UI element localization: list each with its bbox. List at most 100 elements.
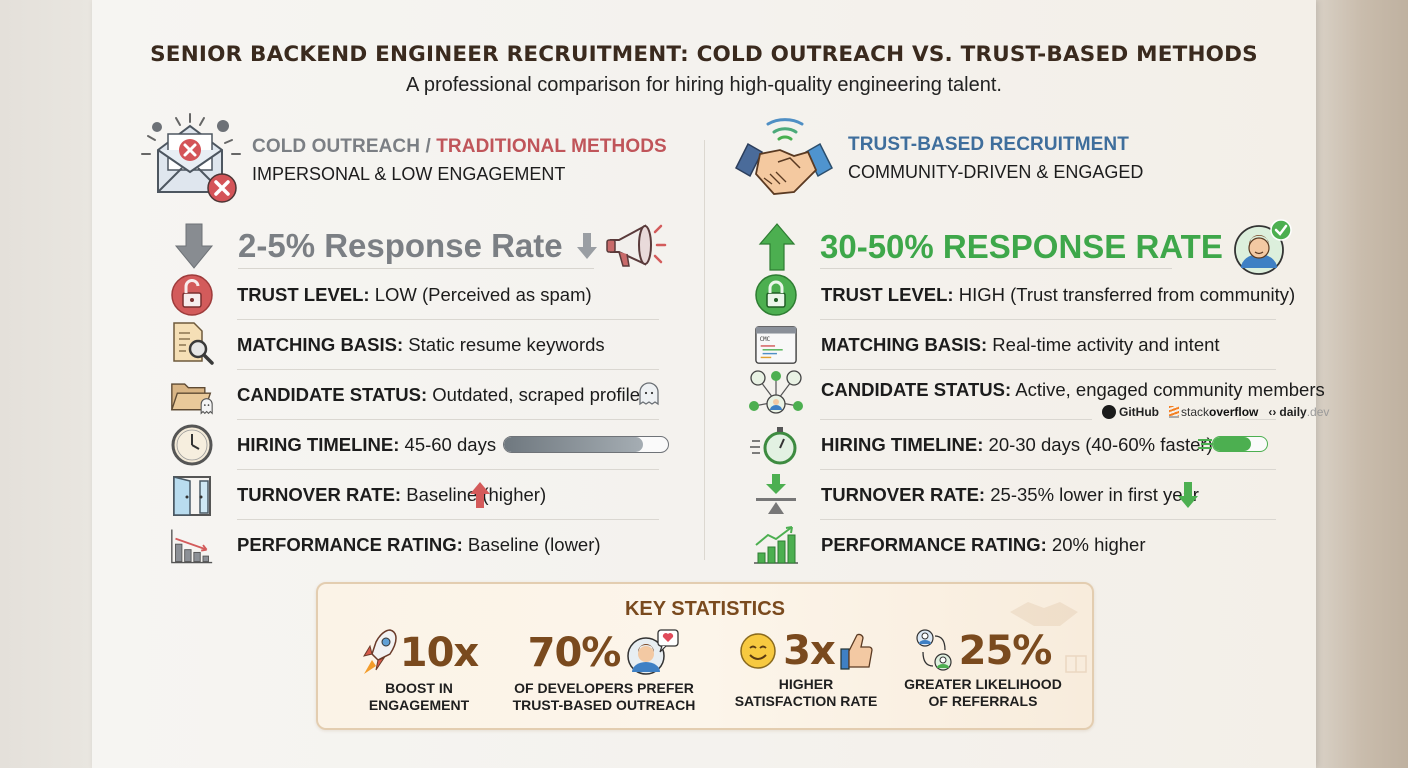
community-network-icon (748, 368, 804, 420)
page-subtitle: A professional comparison for hiring hig… (406, 74, 1002, 96)
key-statistics-title: KEY STATISTICS (624, 598, 786, 620)
up-arrow-red-icon (468, 480, 492, 515)
cold-row-hiring-timeline: HIRING TIMELINE: 45-60 days (170, 420, 670, 470)
dailydev-label: daily (1279, 405, 1307, 419)
trust-response-rate: 30-50% RESPONSE RATE (758, 218, 1293, 276)
cold-row-performance-rating: PERFORMANCE RATING: Baseline (lower) (170, 520, 670, 570)
cold-performance-rating-text: PERFORMANCE RATING: Baseline (lower) (237, 534, 601, 555)
github-logo-icon (1102, 405, 1116, 419)
balance-down-arrow-icon (754, 472, 798, 516)
stat-referrals-caption: GREATER LIKELIHOOD OF REFERRALS (904, 676, 1062, 709)
page-title: SENIOR BACKEND ENGINEER RECRUITMENT: COL… (150, 42, 1258, 67)
cold-response-rate: 2-5% Response Rate (174, 218, 669, 274)
stat-satisfaction: 3x HIGHER SATISFACTION RATE (726, 628, 886, 710)
clock-icon (170, 423, 214, 467)
stat-developer-preference-value: 70% (527, 630, 622, 676)
rising-bar-chart-icon (754, 523, 798, 567)
cold-outreach-subtitle: IMPERSONAL & LOW ENGAGEMENT (252, 163, 566, 184)
infographic-poster: SENIOR BACKEND ENGINEER RECRUITMENT: COL… (92, 0, 1329, 768)
trust-matching-basis-text: MATCHING BASIS: Real-time activity and i… (821, 334, 1220, 355)
wall-background-right (1316, 0, 1408, 768)
trust-turnover-rate-text: TURNOVER RATE: 25-35% lower in first yea… (821, 484, 1199, 505)
cold-row-trust-level: TRUST LEVEL: LOW (Perceived as spam) (170, 270, 670, 320)
trust-response-rate-label: 30-50% RESPONSE RATE (820, 228, 1223, 265)
stat-developer-preference-caption: OF DEVELOPERS PREFER TRUST-BASED OUTREACH (512, 680, 696, 713)
cold-row-turnover-rate: TURNOVER RATE: Baseline (higher) (170, 470, 670, 520)
key-statistics-panel: KEY STATISTICS 10x BOOST IN ENGAGEMENT 70… (316, 582, 1094, 730)
github-label: GitHub (1119, 405, 1159, 419)
cold-candidate-status-text: CANDIDATE STATUS: Outdated, scraped prof… (237, 384, 650, 405)
row-separator (237, 519, 659, 520)
stat-engagement-caption: BOOST IN ENGAGEMENT (368, 680, 470, 713)
timeline-progress-bar (1212, 436, 1268, 452)
thumbs-up-icon (839, 631, 873, 671)
column-divider (704, 140, 705, 560)
row-separator (820, 419, 1092, 420)
stat-engagement-value: 10x (399, 630, 479, 676)
stat-referrals-value: 25% (958, 628, 1053, 674)
stat-satisfaction-caption: HIGHER SATISFACTION RATE (734, 676, 878, 709)
cold-hiring-timeline-text: HIRING TIMELINE: 45-60 days (237, 434, 497, 455)
happy-candidate-avatar-icon (1233, 218, 1293, 276)
cold-row-candidate-status: CANDIDATE STATUS: Outdated, scraped prof… (170, 370, 680, 420)
down-arrow-green-icon (1176, 480, 1200, 515)
trust-row-performance-rating: PERFORMANCE RATING: 20% higher (754, 520, 1314, 570)
wall-background-left (0, 0, 92, 768)
smiley-icon (739, 632, 777, 670)
row-separator (237, 319, 659, 320)
down-arrow-icon (174, 222, 214, 270)
row-separator (1237, 419, 1276, 420)
cold-response-rate-label: 2-5% Response Rate (238, 227, 563, 264)
timeline-progress-bar (503, 436, 669, 453)
dailydev-logo-icon: ‹› (1268, 405, 1277, 419)
trust-hiring-timeline-text: HIRING TIMELINE: 20-30 days (40-60% fast… (821, 434, 1213, 455)
trust-based-title: TRUST-BASED RECRUITMENT (848, 133, 1129, 155)
stackoverflow-label-2: overflow (1209, 405, 1259, 419)
open-door-icon (170, 473, 214, 517)
trust-row-matching-basis: CMC MATCHING BASIS: Real-time activity a… (754, 320, 1314, 370)
stat-satisfaction-value: 3x (783, 628, 836, 674)
trust-based-header: TRUST-BASED RECRUITMENT COMMUNITY-DRIVEN… (734, 112, 1143, 204)
handshake-icon (734, 112, 834, 204)
faint-handshake-decoration-icon (1004, 592, 1084, 637)
resume-magnifier-icon (170, 322, 214, 366)
trust-row-turnover-rate: TURNOVER RATE: 25-35% lower in first yea… (754, 470, 1314, 520)
row-separator (820, 469, 1276, 470)
stat-referrals: 25% GREATER LIKELIHOOD OF REFERRALS (898, 628, 1068, 710)
trust-row-hiring-timeline: HIRING TIMELINE: 20-30 days (40-60% fast… (750, 420, 1310, 470)
locked-padlock-icon (754, 273, 798, 317)
cold-outreach-header: COLD OUTREACH / TRADITIONAL METHODS IMPE… (136, 112, 667, 208)
response-underline (820, 268, 1172, 269)
stat-engagement: 10x BOOST IN ENGAGEMENT (344, 628, 494, 714)
stat-developer-preference: 70% OF DEVELOPERS PREFER TRUST-BASED OUTR… (504, 628, 704, 714)
timeline-progress-fill (1213, 437, 1251, 451)
trust-based-subtitle: COMMUNITY-DRIVEN & ENGAGED (848, 161, 1144, 182)
row-separator (820, 519, 1276, 520)
cold-turnover-rate-text: TURNOVER RATE: Baseline (higher) (237, 484, 547, 505)
trust-trust-level-text: TRUST LEVEL: HIGH (Trust transferred fro… (821, 284, 1296, 305)
cold-row-matching-basis: MATCHING BASIS: Static resume keywords (170, 320, 670, 370)
stackoverflow-logo-icon (1169, 406, 1179, 418)
unlocked-padlock-icon (170, 273, 214, 317)
trust-row-trust-level: TRUST LEVEL: HIGH (Trust transferred fro… (754, 270, 1314, 320)
row-separator (237, 469, 659, 470)
cold-outreach-title-part1: COLD OUTREACH / (252, 135, 437, 157)
dusty-folder-ghost-icon (170, 373, 214, 417)
response-underline (238, 268, 594, 269)
rocket-icon (360, 628, 400, 678)
row-separator (237, 369, 659, 370)
small-down-arrow-icon (575, 231, 599, 261)
code-window-icon: CMC (754, 323, 798, 367)
referral-exchange-icon (915, 628, 953, 674)
trust-performance-rating-text: PERFORMANCE RATING: 20% higher (821, 534, 1146, 555)
trust-candidate-status-text: CANDIDATE STATUS: Active, engaged commun… (821, 379, 1325, 400)
timeline-progress-fill (504, 437, 644, 452)
ghost-icon (638, 382, 660, 411)
up-arrow-icon (758, 222, 796, 272)
cold-matching-basis-text: MATCHING BASIS: Static resume keywords (237, 334, 605, 355)
row-separator (820, 319, 1276, 320)
row-separator (820, 369, 1276, 370)
svg-text:CMC: CMC (760, 337, 770, 343)
row-separator (237, 419, 659, 420)
cold-outreach-title-part2: TRADITIONAL METHODS (436, 135, 667, 157)
